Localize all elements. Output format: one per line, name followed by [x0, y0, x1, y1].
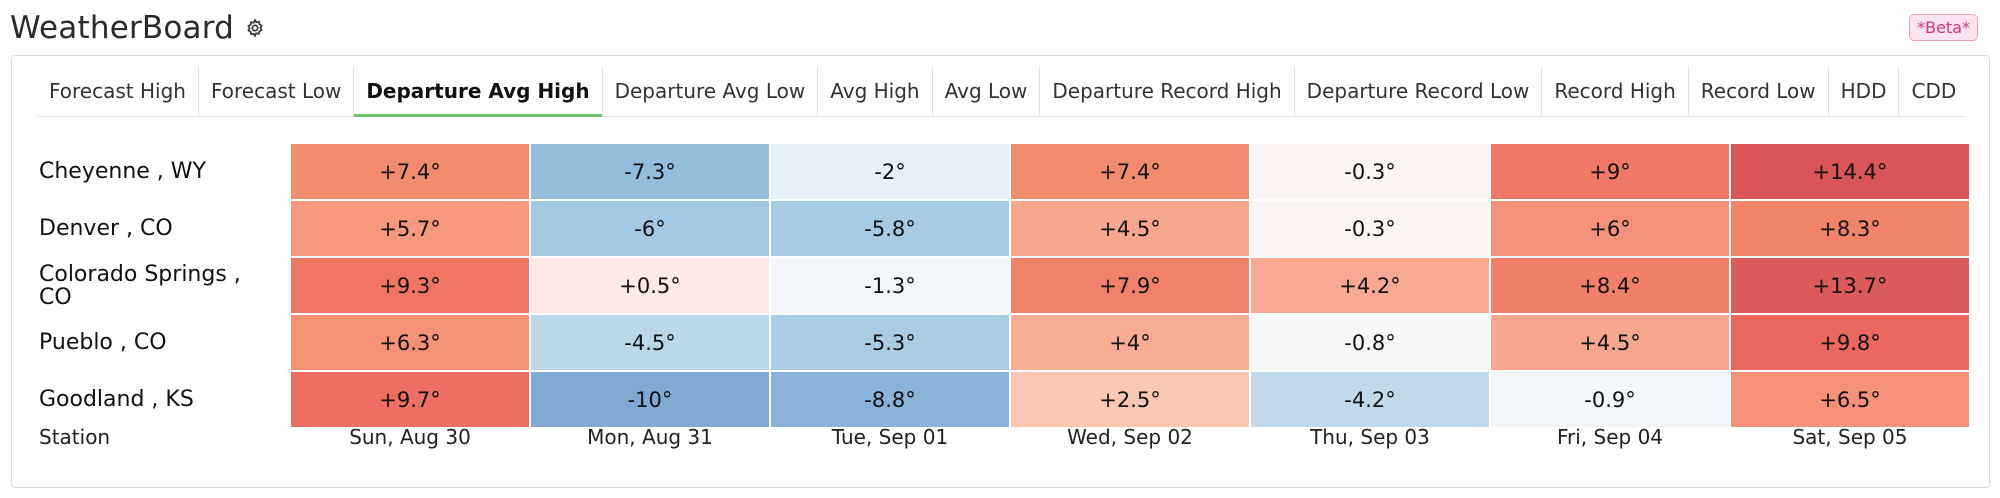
station-name: Cheyenne , WY [39, 159, 206, 184]
departure-cell: +4.2° [1251, 258, 1489, 313]
weather-panel: Forecast High Forecast Low Departure Avg H… [11, 55, 1990, 488]
table-row: Colorado Springs , CO +9.3° +0.5° -1.3° +7.9… [12, 258, 1989, 313]
day-column-header: Wed, Sep 02 [1067, 425, 1193, 449]
departure-cell: +14.4° [1731, 144, 1969, 199]
day-column-header: Thu, Sep 03 [1310, 425, 1430, 449]
tab-departure-record-high[interactable]: Departure Record High [1040, 66, 1295, 116]
station-name: Denver , CO [39, 216, 173, 241]
departure-cell: -8.8° [771, 372, 1009, 427]
tab-cdd[interactable]: CDD [1911, 79, 1957, 103]
day-column-header: Sat, Sep 05 [1792, 425, 1908, 449]
table-row: Cheyenne , WY +7.4° -7.3° -2° +7.4° -0.3° +9° +… [12, 144, 1989, 199]
tab-departure-avg-high[interactable]: Departure Avg High [354, 66, 603, 117]
departure-cell: +0.5° [531, 258, 769, 313]
tab-avg-high[interactable]: Avg High [818, 66, 933, 116]
departure-cell: +4° [1011, 315, 1249, 370]
departure-cell: -6° [531, 201, 769, 256]
tab-forecast-high[interactable]: Forecast High [37, 66, 199, 116]
departure-cell: +9.3° [291, 258, 529, 313]
departure-cell: +9° [1491, 144, 1729, 199]
station-name: Pueblo , CO [39, 330, 167, 355]
station-name: Goodland , KS [39, 387, 194, 412]
departure-cell: +2.5° [1011, 372, 1249, 427]
departure-cell: +4.5° [1491, 315, 1729, 370]
departure-cell: +8.3° [1731, 201, 1969, 256]
gear-icon[interactable] [244, 17, 266, 39]
tab-bar: Forecast High Forecast Low Departure Avg H… [37, 66, 1965, 117]
tab-hdd[interactable]: HDD [1829, 66, 1900, 116]
departure-cell: +5.7° [291, 201, 529, 256]
departure-cell: +13.7° [1731, 258, 1969, 313]
departure-cell: +6.5° [1731, 372, 1969, 427]
tab-record-low[interactable]: Record Low [1689, 66, 1829, 116]
departure-cell: +8.4° [1491, 258, 1729, 313]
beta-badge: *Beta* [1909, 14, 1978, 41]
departure-cell: +7.4° [1011, 144, 1249, 199]
departure-cell: +6° [1491, 201, 1729, 256]
tab-departure-record-low[interactable]: Departure Record Low [1295, 66, 1543, 116]
day-column-header: Sun, Aug 30 [349, 425, 471, 449]
tab-departure-avg-low[interactable]: Departure Avg Low [603, 66, 819, 116]
app-title: WeatherBoard [10, 10, 235, 46]
departure-cell: -0.9° [1491, 372, 1729, 427]
departure-cell: -0.3° [1251, 144, 1489, 199]
tab-avg-low[interactable]: Avg Low [933, 66, 1041, 116]
station-column-header: Station [39, 425, 111, 449]
departure-cell: -0.3° [1251, 201, 1489, 256]
departure-cell: -4.2° [1251, 372, 1489, 427]
departure-cell: -4.5° [531, 315, 769, 370]
tab-record-high[interactable]: Record High [1542, 66, 1689, 116]
table-row: Denver , CO +5.7° -6° -5.8° +4.5° -0.3° +6° +8.… [12, 201, 1989, 256]
app-header: WeatherBoard [10, 6, 266, 50]
tab-forecast-low[interactable]: Forecast Low [199, 66, 355, 116]
departure-cell: -10° [531, 372, 769, 427]
departure-cell: +4.5° [1011, 201, 1249, 256]
table-footer: Station Sun, Aug 30 Mon, Aug 31 Tue, Sep 0… [12, 420, 1989, 454]
departure-cell: -1.3° [771, 258, 1009, 313]
departure-cell: +9.7° [291, 372, 529, 427]
day-column-header: Fri, Sep 04 [1556, 425, 1664, 449]
station-name: Colorado Springs , CO [39, 261, 241, 310]
departure-cell: -5.8° [771, 201, 1009, 256]
departure-cell: +7.4° [291, 144, 529, 199]
day-column-header: Tue, Sep 01 [831, 425, 949, 449]
departure-cell: +7.9° [1011, 258, 1249, 313]
departure-cell: -5.3° [771, 315, 1009, 370]
departure-cell: -2° [771, 144, 1009, 199]
departure-cell: -7.3° [531, 144, 769, 199]
table-row: Pueblo , CO +6.3° -4.5° -5.3° +4° -0.8° +4.5° +… [12, 315, 1989, 370]
day-column-header: Mon, Aug 31 [587, 425, 713, 449]
departure-cell: +6.3° [291, 315, 529, 370]
departure-cell: -0.8° [1251, 315, 1489, 370]
table-row: Goodland , KS +9.7° -10° -8.8° +2.5° -4.2° -0.… [12, 372, 1989, 427]
departure-cell: +9.8° [1731, 315, 1969, 370]
